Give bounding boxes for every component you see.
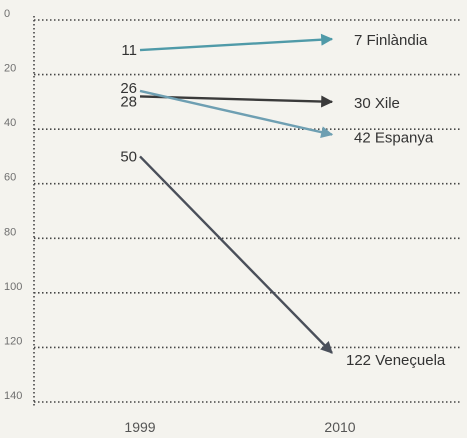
end-value-label: 30 Xile — [354, 95, 400, 112]
end-value-label: 122 Veneçuela — [346, 352, 446, 369]
gridlines — [34, 19, 460, 403]
end-value-label: 42 Espanya — [354, 130, 434, 147]
y-tick-label: 0 — [4, 8, 10, 20]
start-value-label: 28 — [120, 93, 137, 110]
x-tick-label: 1999 — [124, 419, 155, 435]
end-value-label: 7 Finlàndia — [354, 32, 428, 49]
x-tick-label: 2010 — [324, 419, 355, 435]
y-axis: 0 20 40 60 80 100 120 140 — [4, 8, 35, 406]
series-line — [139, 155, 333, 354]
start-value-label: 26 — [120, 80, 137, 97]
y-tick-label: 120 — [4, 335, 22, 347]
y-tick-label: 60 — [4, 172, 16, 184]
x-axis: 1999 2010 — [124, 419, 355, 435]
start-value-label: 11 — [121, 42, 137, 59]
y-tick-label: 140 — [4, 390, 22, 402]
series-line — [139, 89, 334, 139]
y-tick-label: 100 — [4, 281, 22, 293]
series-group: 11 7 Finlàndia 28 30 Xile 26 42 Espanya 50 122 … — [120, 32, 446, 369]
y-tick-label: 40 — [4, 117, 16, 129]
y-tick-label: 20 — [4, 63, 16, 75]
series-line — [139, 33, 334, 52]
y-tick-label: 80 — [4, 226, 16, 238]
start-value-label: 50 — [120, 148, 137, 165]
